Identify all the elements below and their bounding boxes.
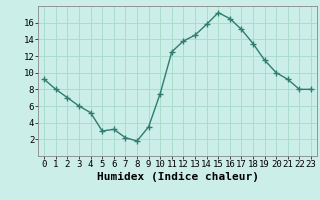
X-axis label: Humidex (Indice chaleur): Humidex (Indice chaleur) xyxy=(97,172,259,182)
